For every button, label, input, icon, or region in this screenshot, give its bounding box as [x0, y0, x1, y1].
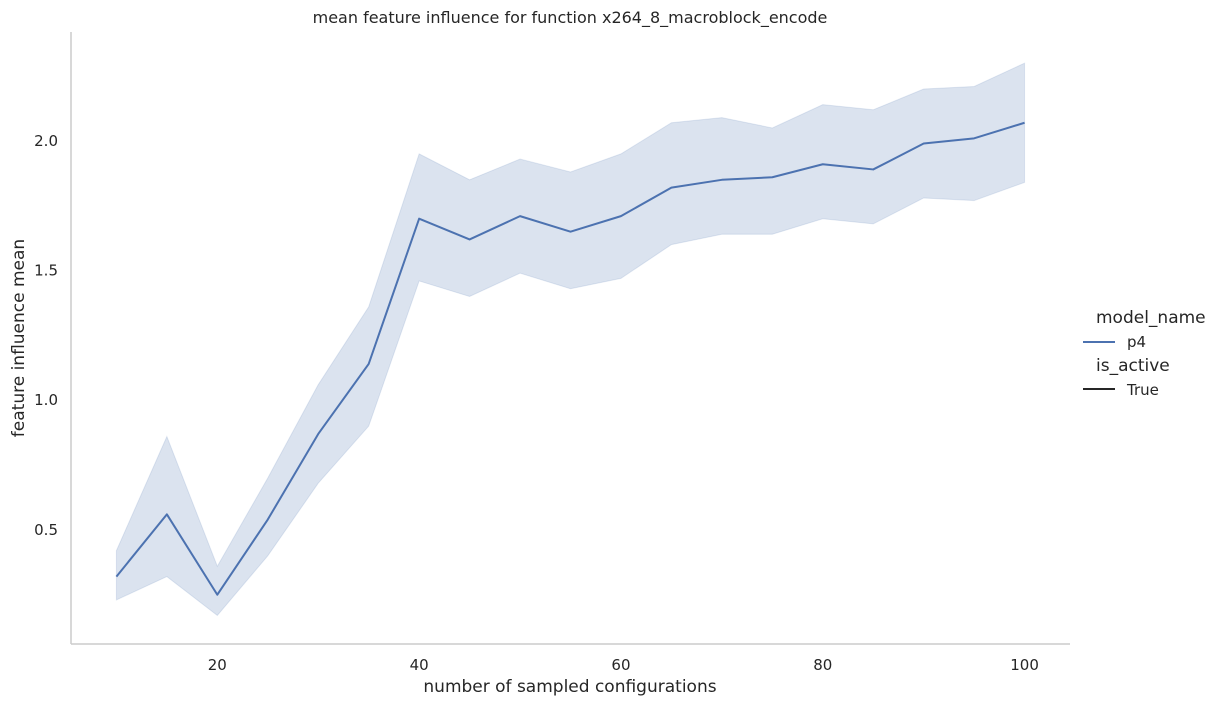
x-tick-label: 60: [611, 656, 630, 674]
y-tick-label: 1.5: [34, 262, 58, 280]
x-tick-label: 40: [410, 656, 429, 674]
y-axis-label: feature influence mean: [9, 239, 29, 437]
legend: model_name p4 is_active True: [1083, 308, 1206, 399]
legend-hue-title: model_name: [1096, 308, 1206, 328]
x-axis-label: number of sampled configurations: [423, 677, 716, 697]
x-axis-ticks: 20 40 60 80 100: [208, 656, 1039, 674]
legend-label-true: True: [1126, 381, 1159, 399]
x-tick-label: 100: [1010, 656, 1039, 674]
series-line-p4: [115, 121, 1025, 596]
legend-label-p4: p4: [1127, 333, 1146, 351]
y-axis-ticks: 0.5 1.0 1.5 2.0: [34, 132, 58, 539]
chart-title: mean feature influence for function x264…: [313, 8, 828, 28]
plot-area: [115, 62, 1026, 617]
y-tick-label: 1.0: [34, 391, 58, 409]
legend-style-title: is_active: [1096, 356, 1170, 376]
y-tick-label: 0.5: [34, 521, 58, 539]
y-tick-label: 2.0: [34, 132, 58, 150]
confidence-band: [115, 62, 1026, 617]
x-tick-label: 80: [813, 656, 832, 674]
x-tick-label: 20: [208, 656, 227, 674]
